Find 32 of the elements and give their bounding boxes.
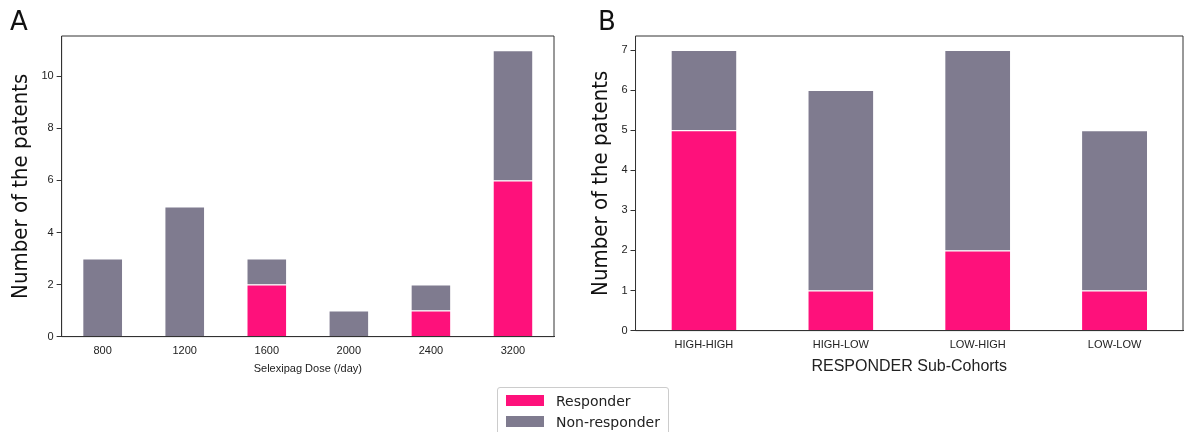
x-axis-title: RESPONDER Sub-Cohorts [811,356,1008,374]
y-tick-label: 2 [621,243,628,256]
x-tick-label: 2400 [418,344,444,357]
text: B [598,5,616,36]
x-axis-title: Selexipag Dose (/day) [253,362,362,375]
legend-label: Non-responder [556,413,660,430]
y-tick-label: 4 [621,163,628,176]
y-axis-title: Number of the patents [6,73,32,299]
y-tick-label: 2 [47,277,54,290]
x-tick-label: 800 [93,344,112,357]
y-tick-label: 7 [621,43,628,56]
y-tick-label: 3 [621,203,628,216]
x-tick-label: 1600 [254,344,280,357]
y-tick-label: 6 [621,83,628,96]
x-tick-label: HIGH-HIGH [674,338,734,351]
y-tick-label: 0 [47,329,54,342]
y-tick-label: 1 [621,283,628,296]
y-tick-label: 0 [621,323,628,336]
x-tick-label: 3200 [500,344,526,357]
x-tick-label: 1200 [172,344,197,357]
x-tick-label: HIGH-LOW [812,338,870,351]
text: A [10,5,28,36]
y-tick-label: 8 [47,121,54,134]
x-tick-label: LOW-LOW [1087,338,1142,351]
legend-label: Responder [556,392,631,409]
x-tick-label: 2000 [336,344,362,357]
y-tick-label: 5 [621,123,628,136]
y-axis-title: Number of the patents [586,70,612,296]
y-tick-label: 6 [47,173,54,186]
x-tick-label: LOW-HIGH [949,338,1006,351]
y-tick-label: 10 [41,69,54,82]
y-tick-label: 4 [47,225,54,238]
